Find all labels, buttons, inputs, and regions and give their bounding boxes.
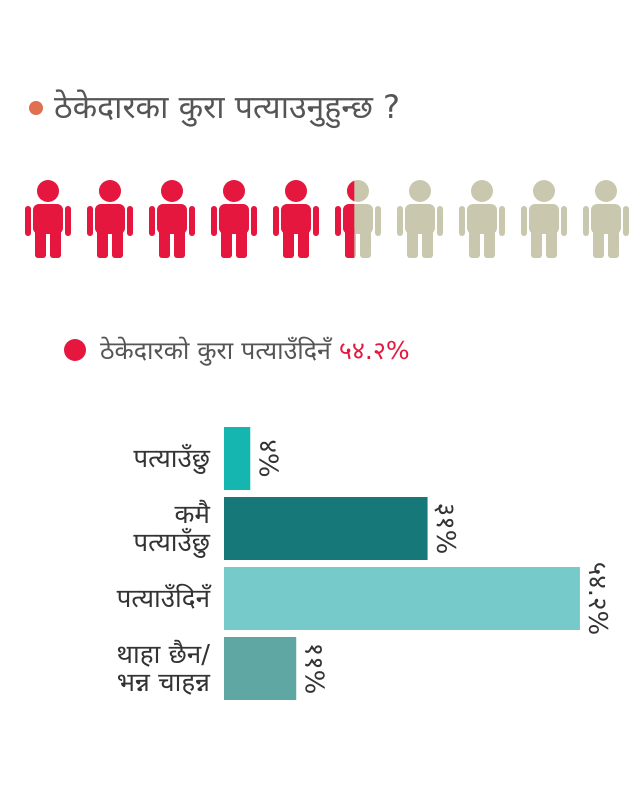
person-icon [335, 180, 381, 258]
category-label: कमै पत्याउँछु [133, 499, 210, 558]
icon-arm [313, 206, 319, 236]
icon-leg [50, 228, 61, 258]
person-icon-filled [149, 180, 195, 258]
icon-head [285, 180, 307, 202]
icon-torso [343, 204, 355, 234]
icon-arm [561, 206, 567, 236]
legend-value: ५४.२% [339, 336, 410, 365]
icon-arm [87, 206, 93, 236]
person-icon-filled [273, 180, 319, 258]
person-icon-filled [211, 180, 257, 258]
icon-leg [608, 228, 619, 258]
icon-leg [35, 228, 46, 258]
icon-arm [397, 206, 403, 236]
icon-arm [521, 206, 527, 236]
icon-leg [298, 228, 309, 258]
icon-arm [149, 206, 155, 236]
icon-arm [335, 206, 341, 236]
icon-arm [375, 206, 381, 236]
value-label: ४% [252, 439, 282, 477]
icon-leg [221, 228, 232, 258]
icon-head [409, 180, 431, 202]
icon-torso [529, 204, 559, 234]
bar [224, 427, 251, 490]
icon-leg [593, 228, 604, 258]
icon-arm [251, 206, 257, 236]
icon-leg [422, 228, 433, 258]
icon-leg [531, 228, 542, 258]
icon-torso [33, 204, 63, 234]
person-icon-filled [335, 180, 355, 258]
value-label: ११% [298, 643, 328, 695]
icon-arm [583, 206, 589, 236]
icon-arm [459, 206, 465, 236]
icon-head [99, 180, 121, 202]
icon-leg [469, 228, 480, 258]
icon-head [161, 180, 183, 202]
person-icon [397, 180, 443, 258]
category-label: थाहा छैन/ भन्न चाहन्न [116, 639, 210, 698]
legend-label: ठेकेदारको कुरा पत्याउँदिनँ ५४.२% [100, 336, 410, 366]
value-label: ५४.२% [582, 562, 612, 636]
icon-torso [95, 204, 125, 234]
icon-arm [25, 206, 31, 236]
icon-leg [345, 228, 355, 258]
icon-head [595, 180, 617, 202]
icon-head [347, 180, 355, 202]
icon-leg [484, 228, 495, 258]
person-icon-filled [87, 180, 133, 258]
icon-torso [467, 204, 497, 234]
icon-leg [174, 228, 185, 258]
icon-torso [281, 204, 311, 234]
icon-arm [437, 206, 443, 236]
legend-text: ठेकेदारको कुरा पत्याउँदिनँ [100, 336, 333, 366]
icon-head [533, 180, 555, 202]
icon-head [223, 180, 245, 202]
icon-arm [623, 206, 629, 236]
person-icon [459, 180, 505, 258]
person-icon-filled [25, 180, 71, 258]
bar [224, 497, 428, 560]
icon-arm [65, 206, 71, 236]
icon-arm [273, 206, 279, 236]
icon-leg [283, 228, 294, 258]
category-label: पत्याउँदिनँ [116, 583, 210, 614]
bar [224, 637, 297, 700]
title: ठेकेदारका कुरा पत्याउनुहुन्छ ? [54, 88, 400, 129]
icon-leg [407, 228, 418, 258]
category-label: पत्याउँछु [133, 443, 210, 474]
bar [224, 567, 580, 630]
icon-leg [236, 228, 247, 258]
title-bullet [29, 101, 43, 115]
icon-leg [360, 228, 371, 258]
icon-arm [499, 206, 505, 236]
icon-torso [157, 204, 187, 234]
icon-arm [189, 206, 195, 236]
icon-leg [112, 228, 123, 258]
icon-leg [97, 228, 108, 258]
icon-leg [546, 228, 557, 258]
icon-arm [211, 206, 217, 236]
icon-leg [159, 228, 170, 258]
icon-head [471, 180, 493, 202]
person-icon [521, 180, 567, 258]
legend-dot [64, 339, 86, 361]
icon-arm [127, 206, 133, 236]
person-icon [583, 180, 629, 258]
icon-head [37, 180, 59, 202]
icon-torso [591, 204, 621, 234]
icon-torso [219, 204, 249, 234]
icon-torso [405, 204, 435, 234]
value-label: ३१% [430, 503, 460, 555]
